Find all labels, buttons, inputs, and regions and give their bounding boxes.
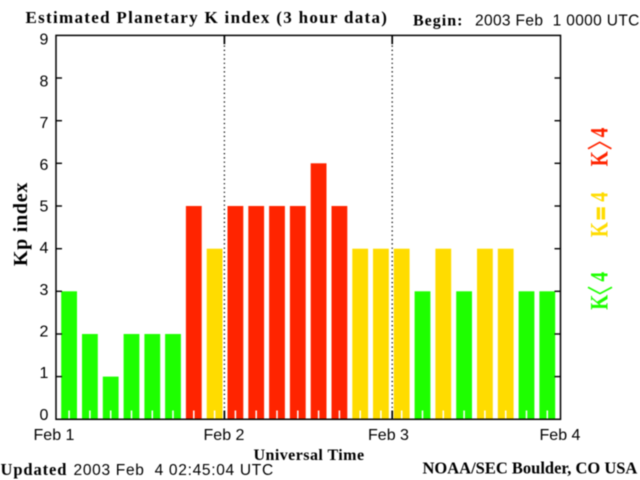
svg-text:2003 Feb 4 02:45:04 UTC: 2003 Feb 4 02:45:04 UTC bbox=[74, 462, 274, 479]
svg-text:NOAA/SEC Boulder, CO USA: NOAA/SEC Boulder, CO USA bbox=[423, 459, 638, 478]
svg-text:Feb 1: Feb 1 bbox=[34, 427, 75, 444]
svg-text:Kp index: Kp index bbox=[10, 182, 32, 266]
svg-text:6: 6 bbox=[40, 157, 49, 174]
svg-text:5: 5 bbox=[40, 199, 49, 216]
svg-text:4: 4 bbox=[585, 192, 613, 202]
svg-text:8: 8 bbox=[40, 73, 49, 90]
svg-text:Universal Time: Universal Time bbox=[253, 447, 364, 464]
svg-text:2003 Feb 1 0000 UTC: 2003 Feb 1 0000 UTC bbox=[475, 13, 640, 30]
svg-text:Begin:: Begin: bbox=[413, 13, 463, 30]
svg-text:Feb 4: Feb 4 bbox=[540, 427, 581, 444]
svg-text:2: 2 bbox=[40, 324, 49, 341]
svg-text:K: K bbox=[585, 222, 613, 238]
svg-text:Updated: Updated bbox=[1, 460, 68, 479]
svg-text:1: 1 bbox=[40, 365, 49, 382]
svg-text:7: 7 bbox=[40, 115, 49, 132]
svg-text:Estimated Planetary K index (3: Estimated Planetary K index (3 hour data… bbox=[26, 8, 389, 27]
svg-text:9: 9 bbox=[40, 32, 49, 49]
svg-text:4: 4 bbox=[585, 128, 613, 138]
svg-text:0: 0 bbox=[40, 407, 49, 424]
svg-text:Feb 3: Feb 3 bbox=[368, 427, 409, 444]
svg-text:K: K bbox=[585, 294, 613, 310]
svg-text:K: K bbox=[585, 151, 613, 167]
svg-text:4: 4 bbox=[585, 272, 613, 282]
svg-text:3: 3 bbox=[40, 282, 49, 299]
svg-text:4: 4 bbox=[40, 240, 49, 257]
svg-text:Feb 2: Feb 2 bbox=[204, 427, 245, 444]
